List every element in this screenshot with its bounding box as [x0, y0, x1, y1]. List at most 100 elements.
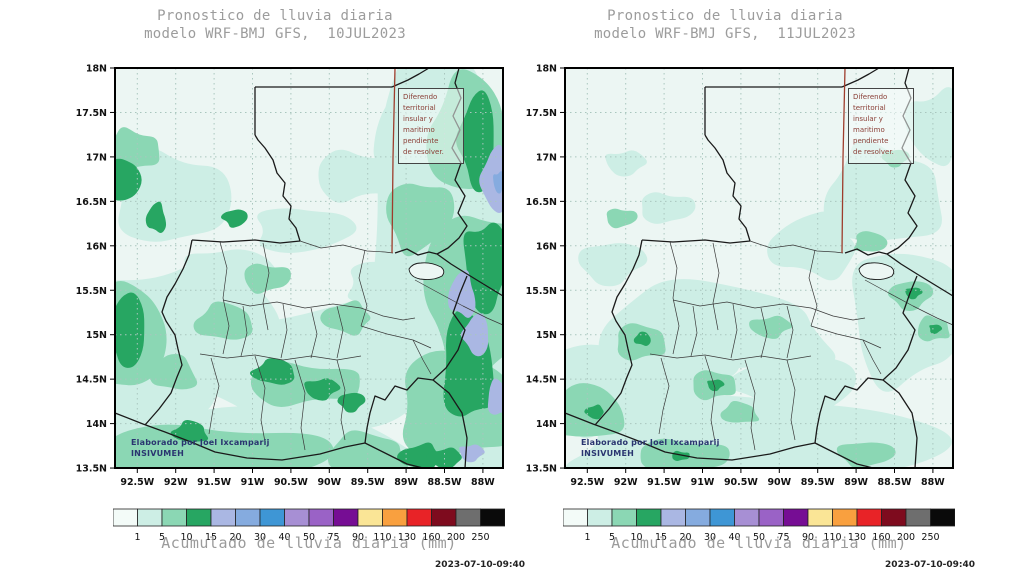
lon-tick-label: 90W: [317, 477, 341, 488]
colorbar-tick-label: 10: [630, 532, 642, 543]
lat-tick-label: 14N: [86, 419, 107, 430]
axis-labels: 92.5W 92W 91.5W 91W 90.5W 90W 89.5W 89W 88.5W 88W…: [76, 64, 496, 489]
colorbar-segment: [284, 508, 310, 527]
country-borders: [114, 67, 504, 469]
lat-tick-label: 15N: [536, 330, 557, 341]
lat-tick-label: 18N: [536, 64, 557, 75]
precipitation-map-11jul: 92.5W 92W 91.5W 91W 90.5W 90W 89.5W 89W 88.5W 88W…: [526, 64, 954, 489]
colorbar-caption: Acumulado de lluvia diaria (mm): [161, 534, 457, 552]
colorbar-segments: [113, 508, 505, 527]
colorbar-segment: [611, 508, 637, 527]
lat-tick-label: 14.5N: [526, 375, 557, 386]
colorbar-segment: [905, 508, 931, 527]
map-frame: [114, 67, 504, 469]
map-title-line1: Pronostico de lluvia diaria: [607, 8, 843, 24]
lon-tick-label: 90W: [767, 477, 791, 488]
colorbar-tick-labels: 1 5 10 15 20 30 40 50 75 90 110 130 160 200 250: [584, 532, 939, 543]
colorbar-tick-label: 110: [373, 532, 391, 543]
axis-ticks: [560, 67, 934, 473]
lat-tick-label: 15.5N: [76, 286, 107, 297]
colorbar-tick-label: 160: [872, 532, 890, 543]
lon-tick-label: 89.5W: [801, 477, 835, 488]
colorbar-tick-label: 20: [229, 532, 241, 543]
colorbar-tick-label: 160: [422, 532, 440, 543]
colorbar-segment: [161, 508, 187, 527]
country-borders: [564, 67, 954, 469]
colorbar-segment: [308, 508, 334, 527]
lon-tick-label: 89W: [844, 477, 868, 488]
lon-tick-label: 89W: [394, 477, 418, 488]
lat-tick-label: 17.5N: [76, 108, 107, 119]
credit-text: Elaborado por Joel Ixcamparij INSIVUMEH: [581, 438, 720, 458]
map-title-line2: modelo WRF-BMJ GFS, 11JUL2023: [594, 26, 856, 42]
colorbar-segment: [758, 508, 784, 527]
colorbar-tick-label: 75: [777, 532, 789, 543]
axis-ticks: [110, 67, 484, 473]
colorbar-tick-label: 200: [447, 532, 465, 543]
colorbar-tick-label: 30: [704, 532, 716, 543]
lon-tick-label: 91.5W: [197, 477, 231, 488]
lat-tick-label: 17N: [86, 152, 107, 163]
map-title-line1: Pronostico de lluvia diaria: [157, 8, 393, 24]
colorbar-segment: [333, 508, 359, 527]
lon-tick-label: 92.5W: [120, 477, 154, 488]
lon-tick-label: 88W: [921, 477, 945, 488]
colorbar-segment: [563, 508, 588, 527]
panel-forecast-11jul: Pronostico de lluvia diaria modelo WRF-B…: [450, 0, 975, 576]
lat-tick-label: 15.5N: [526, 286, 557, 297]
colorbar-tick-label: 10: [180, 532, 192, 543]
colorbar-segment: [832, 508, 858, 527]
colorbar-segment: [807, 508, 833, 527]
latlon-grid: [115, 68, 503, 468]
colorbar-tick-label: 130: [398, 532, 416, 543]
colorbar-segment: [259, 508, 285, 527]
lon-tick-label: 88W: [471, 477, 495, 488]
colorbar-segment: [382, 508, 408, 527]
colorbar-segments: [563, 508, 955, 527]
lat-tick-label: 16.5N: [76, 197, 107, 208]
lat-tick-label: 16N: [86, 241, 107, 252]
colorbar-legend: 1 5 10 15 20 30 40 50 75 90 110 130 160 200 250: [113, 508, 505, 543]
colorbar-segment: [186, 508, 212, 527]
colorbar-segment: [930, 508, 955, 527]
lon-tick-label: 90.5W: [724, 477, 758, 488]
lat-tick-label: 14.5N: [76, 375, 107, 386]
axis-labels: 92.5W 92W 91.5W 91W 90.5W 90W 89.5W 89W 88.5W 88W…: [526, 64, 946, 489]
lat-tick-label: 15N: [86, 330, 107, 341]
colorbar-tick-label: 30: [254, 532, 266, 543]
lon-tick-label: 91.5W: [647, 477, 681, 488]
colorbar-tick-label: 75: [327, 532, 339, 543]
belize-claim-line: [841, 67, 846, 254]
territorial-disclaimer-box: Diferendo territorial insular y maritimo…: [398, 88, 464, 164]
colorbar-tick-label: 40: [278, 532, 290, 543]
credit-text: Elaborado por Joel Ixcamparij INSIVUMEH: [131, 438, 270, 458]
colorbar-tick-label: 20: [679, 532, 691, 543]
colorbar-tick-label: 250: [471, 532, 489, 543]
lat-tick-label: 18N: [86, 64, 107, 75]
colorbar-segment: [783, 508, 809, 527]
lon-tick-label: 92W: [614, 477, 638, 488]
lon-tick-label: 88.5W: [428, 477, 462, 488]
colorbar-segment: [660, 508, 686, 527]
colorbar-tick-label: 200: [897, 532, 915, 543]
lat-tick-label: 16N: [536, 241, 557, 252]
lon-tick-label: 91W: [241, 477, 265, 488]
colorbar-segment: [406, 508, 432, 527]
colorbar-tick-label: 130: [848, 532, 866, 543]
lon-tick-label: 90.5W: [274, 477, 308, 488]
latlon-grid: [565, 68, 953, 468]
colorbar-segment: [235, 508, 261, 527]
lat-tick-label: 17N: [536, 152, 557, 163]
colorbar-tick-label: 5: [609, 532, 615, 543]
belize-claim-line: [391, 67, 396, 254]
lon-tick-label: 89.5W: [351, 477, 385, 488]
colorbar-tick-label: 5: [159, 532, 165, 543]
colorbar-caption: Acumulado de lluvia diaria (mm): [611, 534, 907, 552]
colorbar-segment: [113, 508, 138, 527]
colorbar-segment: [856, 508, 882, 527]
colorbar-segment: [210, 508, 236, 527]
colorbar-segment: [587, 508, 613, 527]
colorbar-segment: [636, 508, 662, 527]
lat-tick-label: 17.5N: [526, 108, 557, 119]
